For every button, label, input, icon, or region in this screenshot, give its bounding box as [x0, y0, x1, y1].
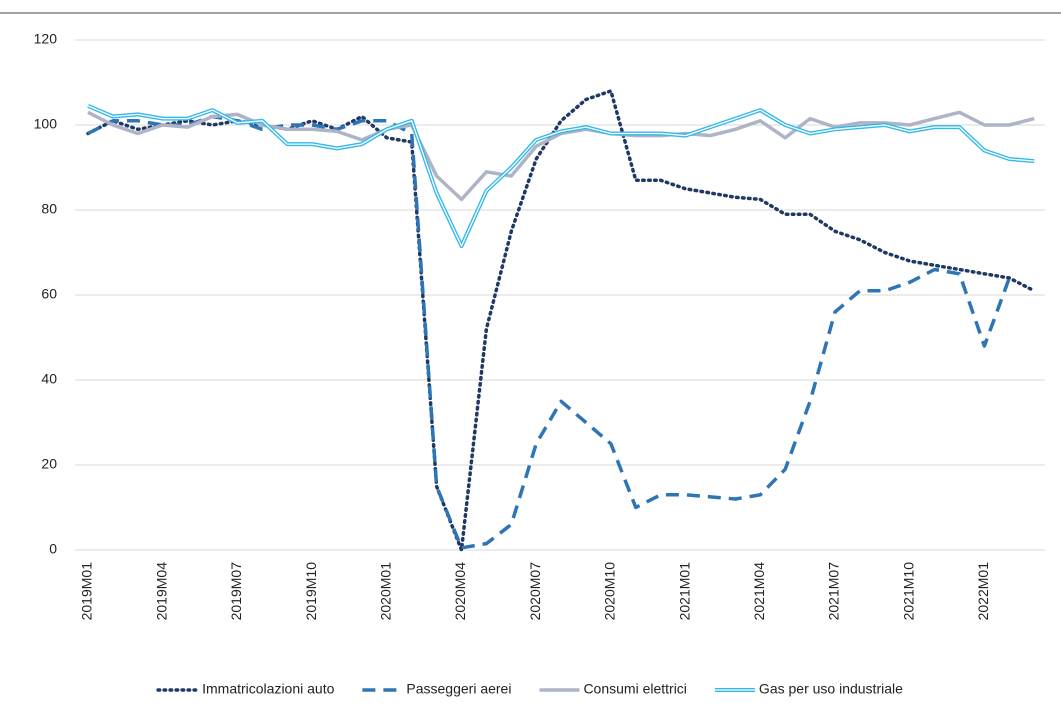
legend: Immatricolazioni auto Passeggeri aerei Con…	[156, 681, 903, 697]
series-line	[86, 89, 1036, 552]
x-tick-label: 2019M10	[303, 562, 319, 621]
x-tick-label: 2019M01	[79, 562, 95, 621]
y-tick-label: 100	[34, 116, 58, 132]
legend-label: Consumi elettrici	[583, 681, 686, 697]
x-tick-label: 2021M07	[826, 562, 842, 621]
x-tick-label: 2020M04	[452, 562, 468, 621]
x-tick-label: 2020M07	[527, 562, 543, 621]
x-tick-label: 2019M07	[228, 562, 244, 621]
legend-label: Passeggeri aerei	[406, 681, 511, 697]
y-tick-label: 80	[41, 201, 57, 217]
x-tick-label: 2019M04	[153, 562, 169, 621]
y-tick-label: 40	[41, 371, 57, 387]
series-line-inner	[87, 105, 1035, 247]
x-tick-label: 2021M04	[751, 562, 767, 621]
y-tick-label: 0	[49, 541, 57, 557]
x-tick-label: 2021M10	[900, 562, 916, 621]
legend-label: Gas per uso industriale	[759, 681, 903, 697]
y-tick-label: 60	[41, 286, 57, 302]
x-tick-label: 2021M01	[676, 562, 692, 621]
y-tick-label: 120	[34, 31, 58, 47]
x-tick-label: 2022M01	[975, 562, 991, 621]
series-line	[87, 114, 1011, 550]
y-tick-label: 20	[41, 456, 57, 472]
legend-label: Immatricolazioni auto	[202, 681, 334, 697]
x-tick-label: 2020M01	[378, 562, 394, 621]
x-tick-label: 2020M10	[602, 562, 618, 621]
